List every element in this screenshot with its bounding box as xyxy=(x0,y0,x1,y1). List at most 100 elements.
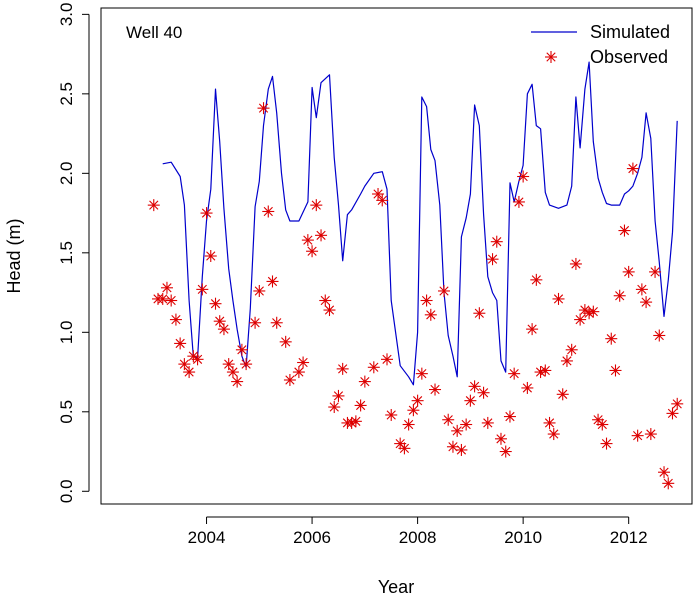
observed-point xyxy=(279,335,292,348)
observed-point xyxy=(613,289,626,302)
observed-point xyxy=(165,294,178,307)
plot-frame xyxy=(100,7,693,505)
observed-point xyxy=(328,401,341,414)
observed-point xyxy=(381,353,394,366)
legend-observed-marker xyxy=(545,51,557,63)
observed-point xyxy=(635,283,648,296)
observed-point xyxy=(217,323,230,336)
observed-point xyxy=(574,313,587,326)
observed-point xyxy=(658,466,671,479)
y-tick-label: 0.5 xyxy=(57,400,76,424)
observed-point xyxy=(666,407,679,420)
observed-point xyxy=(600,437,613,450)
observed-point xyxy=(508,367,521,380)
observed-point xyxy=(240,358,253,371)
observed-point xyxy=(354,399,367,412)
observed-point xyxy=(473,307,486,320)
legend-observed-asterisk xyxy=(545,51,557,63)
observed-point xyxy=(526,323,539,336)
observed-point xyxy=(539,364,552,377)
observed-point xyxy=(499,445,512,458)
observed-point xyxy=(196,283,209,296)
observed-point xyxy=(156,292,169,305)
legend-simulated-label: Simulated xyxy=(590,22,670,42)
observed-point xyxy=(543,416,556,429)
observed-point xyxy=(565,343,578,356)
observed-point xyxy=(376,194,389,207)
observed-point xyxy=(358,375,371,388)
observed-point xyxy=(213,315,226,328)
observed-point xyxy=(270,316,283,329)
observed-point xyxy=(191,353,204,366)
observed-point xyxy=(605,332,618,345)
observed-point xyxy=(226,366,239,379)
observed-point xyxy=(178,358,191,371)
observed-point xyxy=(569,257,582,270)
observed-point xyxy=(319,294,332,307)
observed-point xyxy=(147,199,160,212)
observed-point xyxy=(451,424,464,437)
x-tick-label: 2008 xyxy=(399,528,437,547)
observed-point xyxy=(477,386,490,399)
x-tick-label: 2004 xyxy=(188,528,226,547)
observed-point xyxy=(200,207,213,220)
observed-point xyxy=(204,250,217,262)
observed-point xyxy=(626,162,639,175)
simulated-line xyxy=(162,61,678,386)
observed-point xyxy=(455,443,468,456)
y-tick-label: 1.0 xyxy=(57,320,76,344)
observed-point xyxy=(481,416,494,429)
observed-point xyxy=(257,102,270,115)
observed-point xyxy=(169,313,182,326)
observed-point xyxy=(503,410,516,423)
observed-point xyxy=(160,281,173,294)
observed-point xyxy=(517,170,530,183)
observed-point xyxy=(249,316,262,329)
observed-point xyxy=(490,235,503,248)
observed-point xyxy=(336,362,349,375)
observed-point xyxy=(662,477,675,490)
observed-point xyxy=(429,383,442,396)
observed-point xyxy=(301,234,314,247)
observed-point xyxy=(262,205,275,218)
x-tick-label: 2012 xyxy=(610,528,648,547)
observed-point xyxy=(521,381,534,394)
observed-point xyxy=(420,294,433,307)
observed-point xyxy=(385,408,398,421)
observed-point xyxy=(332,389,345,402)
observed-point xyxy=(464,394,477,407)
observed-point xyxy=(640,296,653,309)
observed-point xyxy=(292,366,305,379)
observed-point xyxy=(424,308,437,321)
observed-point xyxy=(512,195,525,208)
observed-point xyxy=(372,188,385,200)
observed-point xyxy=(649,265,662,278)
observed-point xyxy=(174,337,187,350)
observed-point xyxy=(306,245,319,258)
observed-point xyxy=(468,380,481,393)
observed-point xyxy=(587,305,600,318)
observed-point xyxy=(653,329,666,342)
observed-point xyxy=(183,366,196,379)
y-tick-label: 0.0 xyxy=(57,479,76,503)
observed-point xyxy=(671,397,684,410)
y-axis: 0.0 0.5 1.0 1.5 2.0 2.5 3.0 xyxy=(57,3,90,503)
observed-point xyxy=(367,361,380,374)
observed-point xyxy=(283,374,296,386)
legend-observed-label: Observed xyxy=(590,47,668,67)
y-tick-label: 2.0 xyxy=(57,162,76,186)
x-tick-label: 2010 xyxy=(504,528,542,547)
observed-point xyxy=(446,440,459,453)
observed-point xyxy=(402,418,415,431)
observed-point xyxy=(556,388,569,401)
plot-annotation: Well 40 xyxy=(126,23,182,42)
legend: Simulated Observed xyxy=(531,22,670,67)
observed-point xyxy=(494,432,507,445)
observed-point xyxy=(442,413,455,426)
observed-point xyxy=(631,429,644,442)
observed-point xyxy=(323,304,336,317)
observed-point xyxy=(437,284,450,297)
plot-area xyxy=(147,61,684,490)
observed-point xyxy=(209,297,222,310)
observed-point xyxy=(297,356,310,369)
